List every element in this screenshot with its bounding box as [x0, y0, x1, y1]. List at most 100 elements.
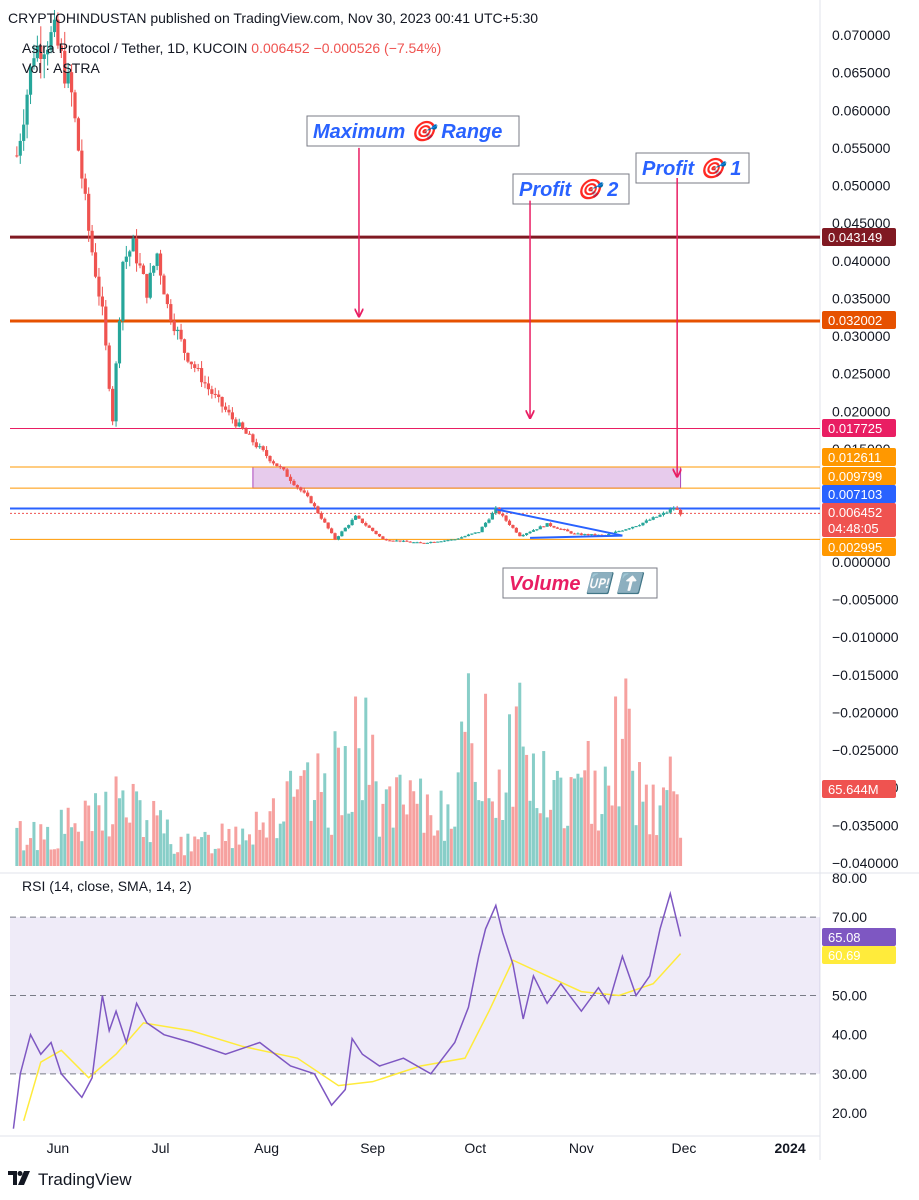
price-axis-tick: −0.010000 — [832, 629, 899, 645]
level-price-badge-bg — [822, 448, 896, 466]
price-axis-tick: −0.040000 — [832, 855, 899, 871]
triangle-trendline — [495, 508, 623, 537]
volume-bar — [261, 822, 265, 866]
candle-body — [569, 531, 573, 534]
candle-body — [480, 526, 484, 533]
candle-body — [251, 434, 255, 443]
volume-bar — [576, 773, 580, 866]
volume-bar — [251, 844, 255, 866]
volume-bar — [15, 827, 19, 866]
x-axis-tick: Jun — [47, 1140, 70, 1156]
volume-bar — [569, 777, 573, 866]
volume-bar — [234, 826, 238, 866]
volume-bar — [306, 762, 310, 866]
volume-bar — [655, 835, 659, 866]
volume-bar — [443, 840, 447, 866]
volume-bar — [224, 840, 228, 866]
volume-bar — [617, 806, 621, 866]
volume-bar — [354, 696, 358, 866]
candle-body — [46, 49, 50, 55]
volume-bar — [480, 801, 484, 866]
volume-bar — [59, 809, 63, 866]
candle-body — [432, 541, 436, 543]
volume-bar — [381, 803, 385, 866]
candle-body — [223, 406, 228, 410]
volume-bar — [391, 827, 395, 866]
candle-body — [210, 389, 214, 394]
candle-body — [138, 263, 142, 266]
candle-body — [203, 382, 207, 384]
candle-body — [538, 526, 542, 530]
candle-body — [193, 364, 197, 368]
volume-bar — [46, 826, 50, 866]
volume-bar — [76, 831, 80, 866]
candle-body — [292, 480, 296, 486]
candle-body — [367, 525, 371, 528]
candle-body — [511, 525, 515, 528]
volume-bar — [504, 792, 508, 866]
volume-bar — [179, 836, 183, 866]
candle-body — [254, 442, 258, 448]
candle-body — [525, 533, 529, 535]
annotation-box — [512, 173, 630, 205]
volume-bar — [193, 836, 197, 866]
candle-body — [507, 520, 512, 526]
candle-body — [316, 506, 320, 514]
candle-body — [590, 534, 594, 536]
last-price-badge: 0.006452 — [828, 505, 882, 520]
candle-body — [477, 532, 481, 534]
volume-bar — [189, 851, 193, 866]
volume-bar — [573, 778, 577, 866]
candle-body — [661, 512, 666, 515]
candle-body — [470, 533, 474, 535]
level-price-badge: 0.002995 — [828, 540, 882, 555]
candle-body — [93, 252, 98, 277]
candle-body — [401, 540, 406, 542]
level-price-badge-bg — [822, 538, 896, 556]
volume-bar — [169, 844, 173, 866]
candle-body — [678, 509, 683, 515]
price-change: −0.000526 (−7.54%) — [313, 40, 442, 56]
candle-body — [241, 422, 245, 429]
volume-bar — [566, 825, 570, 866]
volume-bar — [484, 693, 488, 866]
candle-body — [412, 542, 416, 544]
price-axis-tick: 0.045000 — [832, 215, 891, 231]
price-axis-tick: 0.055000 — [832, 140, 891, 156]
volume-bar — [326, 827, 330, 866]
candle-body — [158, 253, 163, 276]
candle-body — [69, 72, 74, 93]
price-axis-tick: 0.035000 — [832, 290, 891, 306]
candle-body — [415, 542, 419, 544]
candle-body — [340, 531, 344, 537]
candle-body — [377, 534, 382, 537]
candle-body — [405, 540, 409, 542]
candle-body — [312, 503, 317, 507]
volume-bar — [29, 838, 33, 866]
volume-bar — [309, 820, 313, 866]
candle-body — [651, 517, 655, 520]
candle-body — [227, 409, 231, 413]
volume-bar — [415, 803, 419, 866]
tradingview-footer[interactable]: TradingView — [8, 1170, 132, 1190]
candle-body — [535, 529, 539, 531]
candle-body — [295, 485, 299, 488]
volume-bar — [579, 777, 583, 866]
volume-bar — [425, 794, 429, 866]
volume-bar — [679, 837, 683, 866]
candle-body — [182, 339, 187, 353]
volume-bar — [675, 794, 679, 866]
candle-body — [189, 361, 193, 365]
volume-bar — [514, 706, 518, 866]
candle-body — [282, 466, 286, 470]
volume-bar — [665, 790, 669, 866]
rsi-axis-tick: 80.00 — [832, 870, 867, 886]
candle-body — [87, 193, 91, 231]
candle-body — [220, 396, 224, 407]
volume-bar — [648, 834, 652, 866]
volume-bar — [531, 753, 535, 866]
volume-bar — [552, 780, 556, 866]
candle-body — [25, 94, 29, 125]
volume-bar — [508, 714, 512, 866]
volume-bar — [340, 815, 344, 866]
